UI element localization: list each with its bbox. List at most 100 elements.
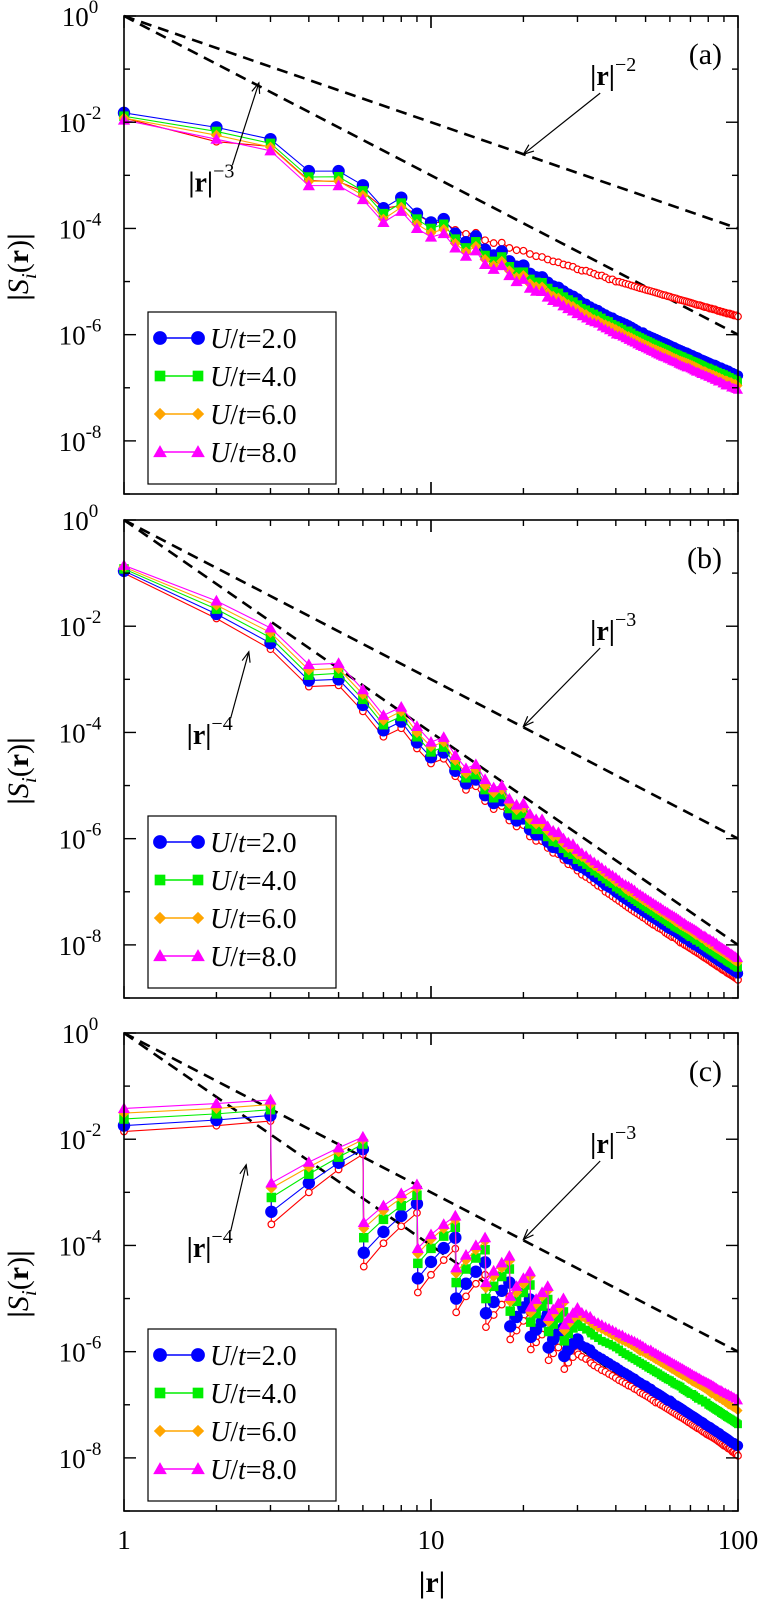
power-law-label: |r|−3 [590, 609, 636, 647]
panel-b: 100 10-2 10-4 10-6 10-8 |Si(r)| (b) |r|−3 |r|−4 U… [2, 501, 744, 999]
panel-tag: (a) [689, 38, 722, 71]
data-point [586, 307, 595, 316]
data-point [264, 1093, 277, 1105]
power-law-label: |r|−4 [187, 1226, 233, 1264]
legend-label: U/t=2.0 [210, 324, 297, 355]
legend-label: U/t=4.0 [210, 866, 297, 897]
panel-c: 100 10-2 10-4 10-6 10-8 |Si(r)| (c) |r|−3 |r|−4 U… [2, 1014, 744, 1512]
legend: U/t=2.0 U/t=4.0 U/t=6.0 U/t=8.0 [147, 311, 337, 485]
data-point [304, 1169, 314, 1179]
data-point [437, 1218, 450, 1229]
legend-marker [153, 949, 167, 962]
data-point [424, 735, 438, 747]
legend-label: U/t=8.0 [210, 942, 297, 973]
data-point [471, 1279, 480, 1288]
data-point [495, 259, 508, 271]
data-point [449, 749, 462, 760]
data-point [559, 1336, 570, 1346]
data-point [424, 1228, 438, 1240]
data-point [437, 1241, 450, 1255]
legend-label: U/t=8.0 [210, 438, 297, 469]
data-point [535, 285, 549, 297]
legend-box [147, 311, 337, 485]
panel-a: 100 10-2 10-4 10-6 10-8 |Si(r)| (a) |r|−2 |r|−3 U… [2, 0, 744, 495]
data-point [449, 1209, 462, 1221]
data-point [395, 205, 408, 216]
reference-line [123, 518, 739, 946]
y-tick-label: 10-6 [59, 820, 102, 855]
data-point [332, 1141, 345, 1153]
data-point [552, 826, 565, 838]
data-point [411, 1242, 424, 1253]
x-axis-title: |r| [419, 1566, 446, 1599]
legend-label: U/t=4.0 [210, 1379, 297, 1410]
data-point [459, 1277, 473, 1290]
data-point [541, 820, 554, 831]
data-point [378, 1214, 389, 1225]
data-point [558, 1318, 571, 1330]
data-point [526, 1317, 536, 1327]
data-point [396, 1200, 407, 1211]
data-point [489, 239, 498, 248]
data-point [554, 1343, 563, 1352]
legend-marker [153, 1424, 167, 1438]
data-point [568, 1323, 578, 1333]
data-point [496, 1271, 507, 1282]
data-point [478, 258, 492, 270]
power-law-label: |r|−3 [188, 160, 234, 198]
data-point [523, 1265, 537, 1277]
data-point [356, 1130, 369, 1142]
data-point [210, 594, 223, 606]
panel-tag: (c) [689, 1055, 722, 1088]
data-point [449, 241, 462, 253]
data-point [495, 1256, 508, 1268]
data-point [469, 1239, 482, 1251]
data-point [503, 1250, 516, 1261]
arrow-head [522, 1229, 534, 1241]
data-point [535, 813, 549, 825]
data-point [450, 1261, 463, 1273]
data-point [503, 792, 516, 804]
data-point [582, 861, 591, 869]
data-point [478, 773, 492, 785]
data-point [488, 1281, 499, 1292]
data-point [611, 324, 621, 334]
y-tick-label: 10-8 [59, 422, 102, 457]
y-axis-title: |Si(r)| [2, 1250, 41, 1317]
data-point [302, 1176, 316, 1190]
data-point [437, 227, 450, 239]
data-point [266, 1192, 277, 1203]
data-point [410, 1178, 424, 1190]
reference-line [123, 14, 739, 336]
x-tick-label: 10 [418, 1525, 445, 1555]
data-point [526, 1345, 535, 1354]
y-tick-label: 100 [62, 0, 99, 32]
data-point [560, 1365, 569, 1373]
legend-marker [153, 835, 167, 849]
reference-line [123, 518, 739, 840]
data-point [562, 1312, 575, 1324]
data-point [478, 1231, 492, 1243]
legend-marker [191, 1424, 205, 1438]
data-point [512, 246, 521, 255]
data-point [395, 1209, 408, 1223]
y-tick-label: 100 [62, 1014, 99, 1049]
data-point [517, 1272, 530, 1283]
data-point [395, 1187, 408, 1199]
arrow-line [231, 82, 260, 166]
data-point [304, 1188, 313, 1197]
data-point [461, 1264, 471, 1274]
data-point [413, 1288, 422, 1297]
data-point [503, 269, 516, 281]
legend-label: U/t=6.0 [210, 400, 297, 431]
data-point [265, 1205, 278, 1219]
data-point [481, 1293, 491, 1304]
arrow-line [230, 651, 250, 719]
y-tick-label: 10-4 [59, 1226, 102, 1261]
power-law-label: |r|−3 [590, 1122, 636, 1160]
data-point [332, 657, 345, 668]
x-tick-label: 100 [718, 1525, 759, 1555]
y-tick-label: 10-2 [59, 607, 102, 642]
data-point [547, 1303, 560, 1315]
